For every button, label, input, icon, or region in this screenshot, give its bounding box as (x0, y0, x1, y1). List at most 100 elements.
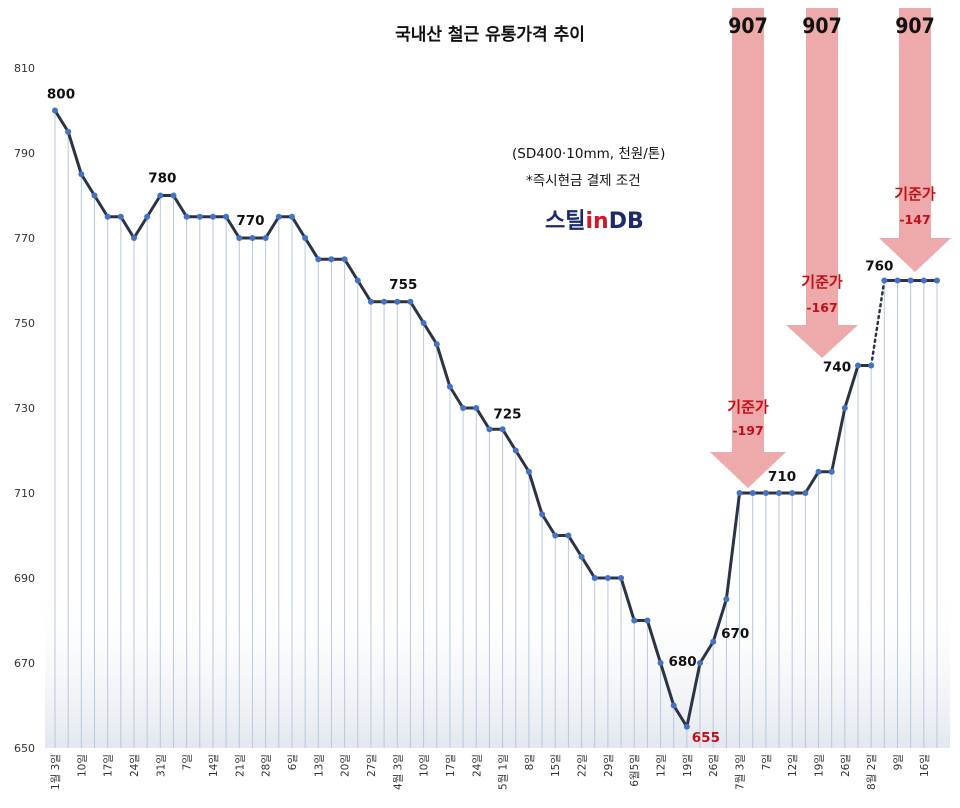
stil-in-db-logo: 스틸inDB (545, 209, 644, 234)
data-point (354, 277, 361, 284)
data-point (91, 192, 98, 199)
data-point (315, 256, 322, 263)
data-point (723, 596, 730, 603)
x-tick-label: 7일 (181, 754, 194, 770)
y-tick-label: 670 (14, 657, 35, 670)
svg-text:스틸inDB: 스틸inDB (545, 209, 644, 234)
data-label: 655 (692, 730, 720, 746)
x-tick-label: 17일 (102, 754, 115, 777)
x-tick-label: 27일 (365, 754, 378, 777)
data-point (183, 213, 190, 220)
x-tick-label: 7일 (760, 754, 773, 770)
data-point (512, 447, 519, 454)
data-point (762, 490, 769, 496)
price-markers (52, 107, 940, 730)
data-point (736, 490, 743, 496)
data-point (433, 341, 440, 348)
y-tick-label: 710 (14, 487, 35, 500)
data-point (552, 532, 559, 539)
reference-arrows: 907 기준가 -197 907 기준가 -167 907 기준가 -147 (710, 8, 951, 488)
logo-part2: in (585, 209, 608, 234)
data-point (920, 277, 927, 284)
x-tick-label: 12일 (786, 754, 799, 777)
data-point (209, 213, 216, 220)
data-labels: 800 780 770 755 725 680 655 670 710 740 760 (47, 87, 894, 746)
reference-label: 기준가 (727, 398, 769, 416)
data-point (578, 553, 585, 560)
data-point (196, 213, 203, 220)
reference-diff: -197 (732, 423, 763, 438)
y-tick-label: 650 (14, 742, 35, 755)
reference-top-value: 907 (802, 14, 841, 38)
x-tick-label: 10일 (75, 754, 88, 777)
x-tick-label: 26일 (839, 754, 852, 777)
x-tick-label: 1월 3일 (49, 754, 62, 790)
data-point (275, 213, 282, 220)
data-point (394, 298, 401, 305)
data-point (618, 575, 625, 581)
data-point (525, 468, 532, 475)
data-label: 725 (493, 406, 521, 422)
x-tick-label: 17일 (444, 754, 457, 777)
data-point (104, 213, 111, 220)
data-point (473, 405, 480, 411)
data-label: 755 (389, 277, 417, 293)
data-point (710, 638, 717, 645)
data-point (65, 128, 72, 135)
y-tick-label: 770 (14, 232, 35, 245)
x-tick-label: 26일 (707, 754, 720, 777)
data-point (407, 298, 414, 305)
data-point (670, 702, 677, 709)
data-point (117, 213, 124, 220)
data-label: 740 (823, 360, 851, 376)
x-tick-label: 7월 3일 (734, 754, 747, 790)
data-point (446, 383, 453, 390)
data-point (341, 256, 348, 263)
data-point (631, 617, 638, 624)
data-point (881, 277, 888, 284)
data-label: 800 (47, 87, 75, 103)
x-tick-label: 12일 (655, 754, 668, 777)
reference-label: 기준가 (801, 273, 843, 291)
x-tick-label: 24일 (470, 754, 483, 777)
data-point (78, 171, 85, 178)
data-point (604, 575, 611, 581)
data-point (486, 426, 493, 433)
x-tick-label: 9일 (892, 754, 905, 770)
y-axis: 650 670 690 710 730 750 770 790 810 (14, 62, 35, 755)
data-point (697, 660, 704, 666)
reference-arrow (786, 8, 858, 358)
data-point (855, 362, 862, 369)
data-point (52, 107, 58, 114)
data-point (249, 235, 256, 241)
logo-part3: DB (609, 209, 644, 234)
data-label: 780 (148, 171, 176, 187)
data-point (644, 617, 651, 624)
data-point (144, 213, 151, 220)
x-tick-label: 31일 (154, 754, 167, 777)
data-point (776, 490, 783, 496)
data-point (539, 511, 546, 518)
data-point (157, 192, 164, 199)
x-tick-label: 8일 (523, 754, 536, 770)
data-point (499, 426, 506, 433)
data-point (683, 723, 690, 730)
data-point (934, 277, 940, 284)
data-point (828, 468, 835, 475)
y-tick-label: 790 (14, 147, 35, 160)
drop-lines (54, 110, 938, 748)
unit-note: (SD400·10mm, 천원/톤) (512, 146, 665, 162)
reference-top-value: 907 (728, 14, 767, 38)
x-tick-label: 13일 (312, 754, 325, 777)
x-tick-label: 15일 (549, 754, 562, 777)
x-tick-label: 28일 (260, 754, 273, 777)
data-point (907, 277, 914, 284)
data-label: 680 (668, 654, 696, 670)
x-tick-label: 29일 (602, 754, 615, 777)
x-axis: 1월 3일 10일 17일 24일 31일 7일 14일 21일 28일 6일 13일 20일 27일 4… (49, 754, 931, 790)
data-point (262, 235, 269, 241)
y-tick-label: 690 (14, 572, 35, 585)
data-point (789, 490, 796, 496)
x-tick-label: 6일 (286, 754, 299, 770)
data-label: 770 (236, 213, 264, 229)
